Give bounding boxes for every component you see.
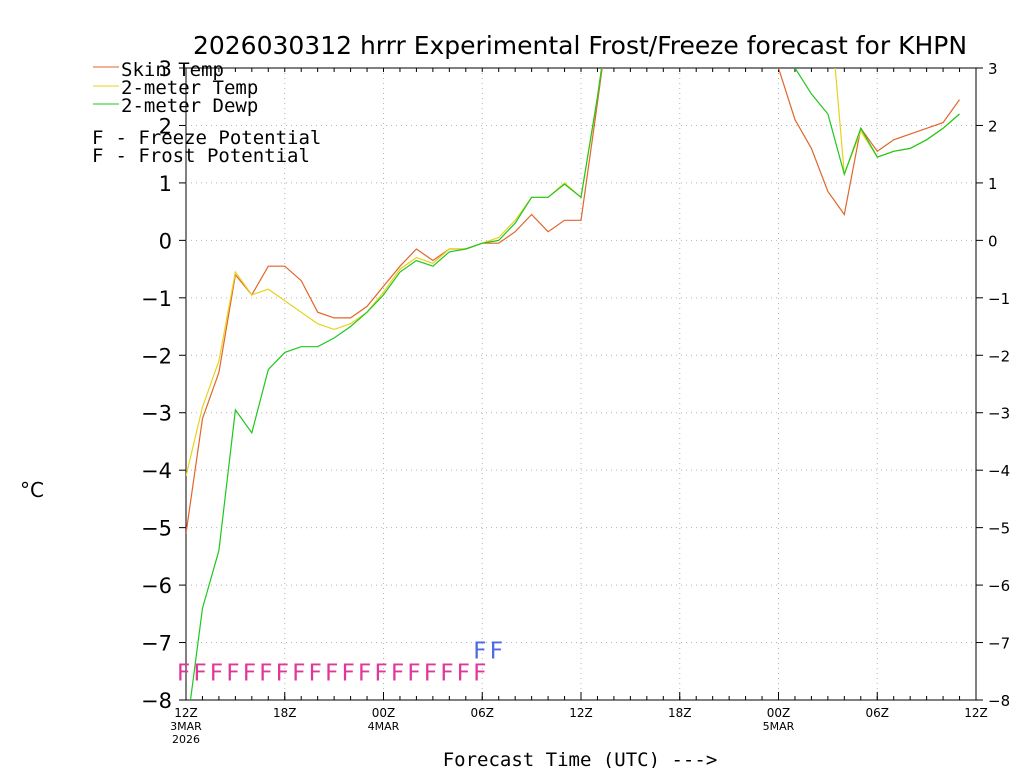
y-tick-label-left: −3	[141, 402, 172, 426]
freeze-marker: F	[226, 660, 239, 686]
legend: Skin Temp 2-meter Temp 2-meter Dewp F - …	[92, 59, 321, 167]
freeze-marker: F	[375, 660, 388, 686]
freeze-marker: F	[243, 660, 256, 686]
freeze-marker: F	[391, 660, 404, 686]
y-tick-label-right: −2	[988, 347, 1010, 365]
x-tick-label: 06Z	[866, 706, 890, 720]
y-tick-label-right: 1	[988, 175, 998, 193]
x-tick-label: 00Z	[372, 706, 396, 720]
grid	[186, 68, 976, 700]
freeze-marker: F	[325, 660, 338, 686]
y-tick-label-left: −7	[141, 632, 172, 656]
series-line-2-meter-temp	[186, 68, 960, 477]
freeze-marker: F	[292, 660, 305, 686]
freeze-marker: F	[407, 660, 420, 686]
x-tick-date: 3MAR	[170, 720, 202, 733]
freeze-marker: F	[309, 660, 322, 686]
freeze-marker: F	[440, 660, 453, 686]
legend-frost-label: - Frost Potential	[104, 145, 310, 167]
freeze-marker: F	[276, 660, 289, 686]
y-tick-label-right: 2	[988, 117, 998, 135]
y-tick-label-left: 3	[159, 57, 172, 81]
y-tick-label-right: 3	[988, 60, 998, 78]
x-tick-label: 18Z	[668, 706, 692, 720]
x-axis-label: Forecast Time (UTC) --->	[443, 749, 718, 768]
x-tick-label: 12Z	[174, 706, 198, 720]
y-tick-label-left: 0	[159, 229, 172, 253]
y-tick-label-left: −4	[141, 459, 172, 483]
y-tick-label-left: −6	[141, 574, 172, 598]
y-tick-label-right: −4	[988, 462, 1010, 480]
freeze-marker: F	[177, 660, 190, 686]
series-line-skin-temp	[186, 68, 960, 534]
freeze-marker: F	[424, 660, 437, 686]
freeze-marker: F	[457, 660, 470, 686]
y-tick-label-left: 2	[159, 114, 172, 138]
x-tick-label: 00Z	[767, 706, 791, 720]
y-axis-ticks: −8 −8 −7 −7 −6 −6 −5 −5 −4 −4 −3 −3 −2 −2 −1 −1 0 0 1 1 2 2 3 3	[141, 57, 1010, 713]
freeze-marker: F	[358, 660, 371, 686]
frost-marker: F	[490, 638, 503, 664]
freeze-marker: F	[210, 660, 223, 686]
x-tick-label: 06Z	[471, 706, 495, 720]
legend-freeze-glyph: F	[92, 127, 103, 149]
freeze-marker: F	[342, 660, 355, 686]
legend-frost-glyph: F	[92, 145, 103, 167]
y-tick-label-left: −5	[141, 517, 172, 541]
potential-markers: F F F F F F F F F F F F F F F F F F FF F	[177, 638, 503, 686]
frost-marker: F	[473, 638, 486, 664]
x-tick-label: 12Z	[569, 706, 593, 720]
y-tick-label-right: −6	[988, 577, 1010, 595]
legend-freeze-label: - Freeze Potential	[104, 127, 321, 149]
x-tick-year: 2026	[172, 733, 200, 746]
y-tick-label-left: −2	[141, 344, 172, 368]
series-line-2-meter-dewp	[189, 68, 960, 700]
y-axis-label: °C	[20, 478, 44, 502]
y-tick-label-right: −3	[988, 405, 1010, 423]
legend-label-2m-temp: 2-meter Temp	[121, 77, 258, 99]
y-tick-label-left: 1	[159, 172, 172, 196]
x-tick-date: 5MAR	[763, 720, 795, 733]
y-tick-label-right: −1	[988, 290, 1010, 308]
y-tick-label-left: −1	[141, 287, 172, 311]
y-tick-label-left: −8	[141, 689, 172, 713]
y-tick-label-right: 0	[988, 232, 998, 250]
y-tick-label-right: −5	[988, 520, 1010, 538]
x-tick-date: 4MAR	[368, 720, 400, 733]
x-tick-label: 12Z	[964, 706, 988, 720]
legend-label-2m-dewp: 2-meter Dewp	[121, 95, 258, 117]
y-tick-label-right: −7	[988, 635, 1010, 653]
freeze-marker: F	[259, 660, 272, 686]
series-layer	[186, 68, 960, 700]
y-tick-label-right: −8	[988, 692, 1010, 710]
legend-label-skin: Skin Temp	[121, 59, 224, 81]
chart-title: 2026030312 hrrr Experimental Frost/Freez…	[193, 31, 967, 60]
x-tick-label: 18Z	[273, 706, 297, 720]
freeze-marker: F	[473, 660, 486, 686]
freeze-marker: F	[193, 660, 206, 686]
